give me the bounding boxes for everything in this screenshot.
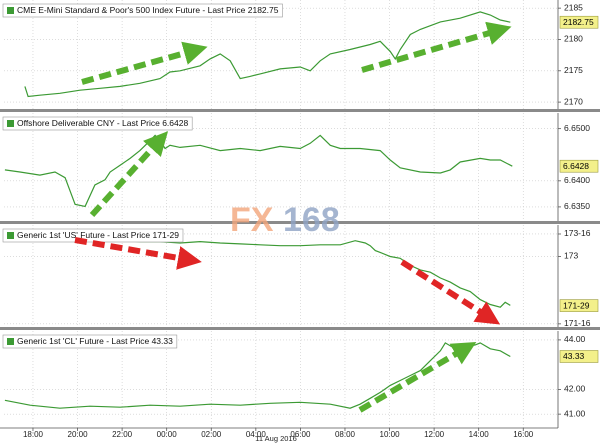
y-tick-label: 6.6500 (564, 123, 590, 133)
watermark: FX (230, 201, 274, 239)
last-price-tag (559, 299, 599, 312)
y-tick-label: 2170 (564, 96, 583, 106)
y-tick-label: 42.00 (564, 384, 586, 394)
last-price-label: 171-29 (563, 300, 590, 310)
legend-box (2, 116, 193, 131)
last-price-label: 43.33 (563, 351, 585, 361)
last-price-label: 6.6428 (563, 161, 589, 171)
annotation-arrows (74, 21, 512, 413)
legend-title: CME E-Mini Standard & Poor's 500 Index F… (17, 5, 279, 15)
legend-swatch (7, 120, 14, 127)
x-tick-label: 18:00 (23, 430, 44, 439)
last-price-tag (559, 15, 599, 29)
legend-title: Generic 1st 'CL' Future - Last Price 43.… (17, 336, 173, 346)
panel-separator (0, 109, 600, 112)
legend-box (2, 3, 283, 18)
watermark: 168 (283, 201, 340, 239)
y-tick-label: 2185 (564, 2, 583, 12)
arrow (358, 341, 477, 413)
panel-separator (0, 221, 600, 224)
price-line (4, 134, 513, 208)
arrow (81, 41, 208, 85)
y-tick-label: 2175 (564, 65, 583, 75)
legend-title: Generic 1st 'US' Future - Last Price 171… (17, 230, 179, 240)
x-tick-label: 20:00 (68, 430, 89, 439)
y-tick-label: 173-16 (564, 228, 591, 238)
legend-title: Offshore Deliverable CNY - Last Price 6.… (17, 118, 188, 128)
x-tick-label: 10:00 (380, 430, 401, 439)
legend-swatch (7, 7, 14, 14)
x-tick-label: 22:00 (112, 430, 133, 439)
panel-separator (0, 327, 600, 330)
x-tick-label: 14:00 (469, 430, 490, 439)
y-tick-label: 44.00 (564, 334, 586, 344)
legend-swatch (7, 232, 14, 239)
x-axis-label: 11 Aug 2016 (255, 434, 297, 443)
last-price-tag (559, 350, 599, 363)
x-tick-label: 04:00 (246, 430, 267, 439)
x-tick-label: 16:00 (513, 430, 534, 439)
x-tick-label: 00:00 (157, 430, 178, 439)
last-price-label: 2182.75 (563, 17, 594, 27)
y-tick-label: 171-16 (564, 318, 591, 328)
arrow (361, 21, 512, 73)
y-tick-label: 41.00 (564, 408, 586, 418)
y-tick-label: 6.6400 (564, 175, 590, 185)
x-tick-label: 12:00 (424, 430, 445, 439)
x-tick-label: 02:00 (201, 430, 222, 439)
y-tick-label: 2180 (564, 34, 583, 44)
last-price-tag (559, 159, 599, 173)
legend-box (2, 334, 178, 349)
x-tick-label: 08:00 (335, 430, 356, 439)
price-line (24, 11, 511, 98)
y-tick-label: 173 (564, 251, 578, 261)
legend-swatch (7, 338, 14, 345)
arrow (74, 237, 202, 270)
x-tick-label: 06:00 (290, 430, 311, 439)
y-tick-label: 6.6350 (564, 201, 590, 211)
